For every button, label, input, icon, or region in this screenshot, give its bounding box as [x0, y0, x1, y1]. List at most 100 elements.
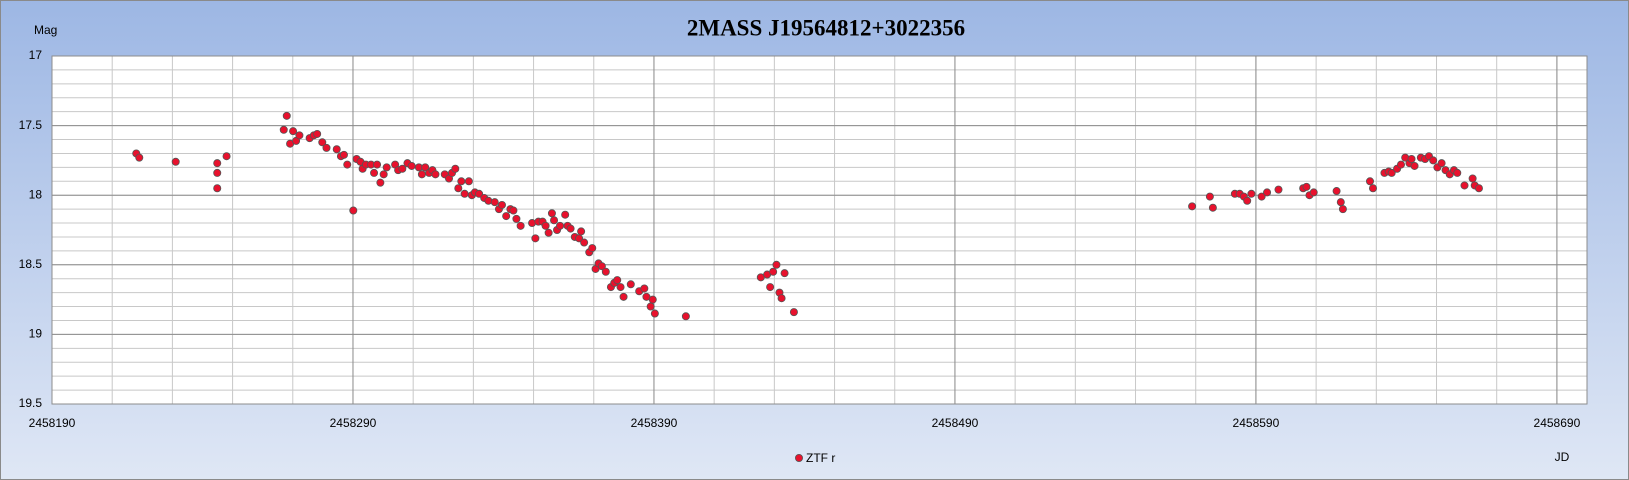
x-tick-label: 2458190 [29, 416, 76, 430]
data-point [512, 214, 521, 223]
data-point [171, 157, 180, 166]
y-tick-label: 18 [29, 187, 43, 201]
data-point [1247, 189, 1256, 198]
data-point [382, 163, 391, 172]
data-point [601, 267, 610, 276]
data-point [289, 127, 298, 136]
data-point [213, 184, 222, 193]
data-point [1460, 181, 1469, 190]
data-point [1243, 196, 1252, 205]
data-point [490, 198, 499, 207]
data-point [279, 125, 288, 134]
data-point [509, 206, 518, 215]
data-point [597, 262, 606, 271]
data-point [516, 221, 525, 230]
data-point [502, 212, 511, 221]
data-point [1407, 155, 1416, 164]
data-point [566, 224, 575, 233]
data-point [222, 152, 231, 161]
data-point [431, 170, 440, 179]
data-point [556, 221, 565, 230]
data-point [1188, 202, 1197, 211]
x-axis-label: JD [1555, 450, 1570, 464]
y-tick-label: 18.5 [19, 257, 43, 271]
data-point [588, 244, 597, 253]
plot-border [51, 55, 1588, 405]
data-point [577, 227, 586, 236]
data-point [1474, 184, 1483, 193]
data-point [769, 267, 778, 276]
x-tick-label: 2458390 [631, 416, 678, 430]
data-point [650, 309, 659, 318]
data-point [616, 283, 625, 292]
data-point [681, 312, 690, 321]
data-point [135, 153, 144, 162]
data-point [640, 284, 649, 293]
data-point [1387, 168, 1396, 177]
data-point [1453, 168, 1462, 177]
data-point [454, 184, 463, 193]
data-point [646, 302, 655, 311]
data-point [766, 283, 775, 292]
y-tick-label: 19 [29, 327, 43, 341]
data-point [541, 221, 550, 230]
data-point [475, 189, 484, 198]
data-point [580, 238, 589, 247]
data-point [332, 145, 341, 154]
data-point [531, 234, 540, 243]
data-point [339, 150, 348, 159]
data-point [398, 164, 407, 173]
data-point [213, 168, 222, 177]
data-point [343, 160, 352, 169]
data-point [1257, 192, 1266, 201]
x-tick-label: 2458490 [932, 416, 979, 430]
data-point [497, 200, 506, 209]
data-point [313, 129, 322, 138]
data-point [1309, 188, 1318, 197]
data-point [550, 216, 559, 225]
data-point [322, 143, 331, 152]
data-point [460, 189, 469, 198]
legend-label: ZTF r [806, 451, 835, 465]
x-tick-label: 2458690 [1534, 416, 1581, 430]
data-point [561, 210, 570, 219]
data-point [376, 178, 385, 187]
data-point [1208, 203, 1217, 212]
data-point [1338, 205, 1347, 214]
y-tick-label: 19.5 [19, 396, 43, 410]
data-point [777, 294, 786, 303]
data-point [370, 168, 379, 177]
data-point [407, 161, 416, 170]
plot-area [52, 56, 1587, 404]
data-point [457, 177, 466, 186]
y-tick-label: 17 [29, 48, 43, 62]
data-point [613, 276, 622, 285]
data-point [417, 170, 426, 179]
data-point [379, 170, 388, 179]
chart-title: 2MASS J19564812+3022356 [687, 15, 965, 40]
data-point [295, 131, 304, 140]
data-point [1274, 185, 1283, 194]
data-point [1429, 156, 1438, 165]
data-point [1396, 160, 1405, 169]
data-point [1205, 192, 1214, 201]
data-point [547, 209, 556, 218]
data-point [1332, 187, 1341, 196]
data-point [648, 295, 657, 304]
data-point [1410, 161, 1419, 170]
data-point [619, 292, 628, 301]
data-point [421, 163, 430, 172]
data-point [1263, 188, 1272, 197]
data-point [544, 228, 553, 237]
x-tick-label: 2458590 [1233, 416, 1280, 430]
y-tick-label: 17.5 [19, 118, 43, 132]
data-point [213, 159, 222, 168]
data-point [789, 308, 798, 317]
data-point [780, 269, 789, 278]
data-point [464, 177, 473, 186]
data-point [282, 111, 291, 120]
data-point [373, 160, 382, 169]
data-point [772, 260, 781, 269]
